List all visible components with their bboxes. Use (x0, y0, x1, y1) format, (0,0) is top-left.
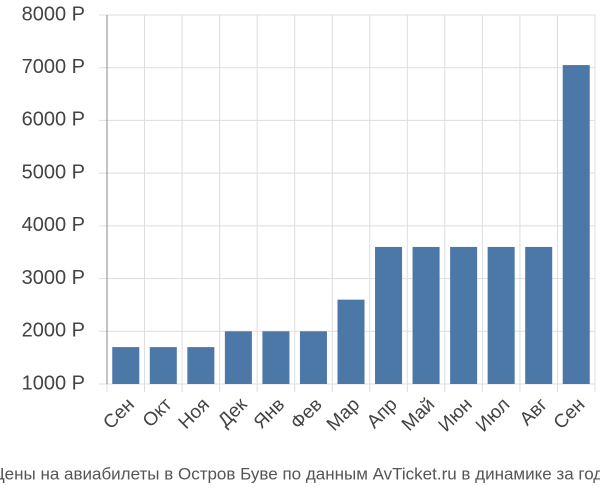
x-tick-label: Июл (472, 394, 514, 436)
x-tick-label: Дек (214, 394, 252, 432)
x-tick-label: Авг (516, 394, 552, 430)
x-tick-label: Сен (550, 394, 589, 433)
y-tick-label: 7000 Р (22, 56, 85, 78)
bar (299, 331, 327, 384)
y-tick-label: 6000 Р (22, 109, 85, 131)
x-tick-label: Апр (363, 394, 402, 433)
y-tick-label: 4000 Р (22, 214, 85, 236)
bar (262, 331, 290, 384)
x-tick-label: Янв (250, 394, 289, 433)
y-tick-label: 5000 Р (22, 161, 85, 183)
bar (525, 246, 553, 384)
bar (224, 331, 252, 384)
y-tick-label: 2000 Р (22, 320, 85, 342)
bar (375, 246, 403, 384)
chart-caption: Цены на авиабилеты в Остров Буве по данн… (0, 464, 600, 483)
bar (187, 347, 215, 384)
bar (450, 246, 478, 384)
y-tick-label: 8000 Р (22, 3, 85, 25)
x-tick-label: Май (398, 394, 439, 435)
bar (487, 246, 515, 384)
x-tick-label: Сен (99, 394, 138, 433)
y-tick-label: 3000 Р (22, 267, 85, 289)
bar (337, 299, 365, 384)
x-tick-label: Фев (287, 394, 327, 434)
x-tick-label: Июн (435, 394, 477, 436)
x-tick-label: Окт (139, 394, 177, 432)
x-tick-label: Мар (323, 394, 364, 435)
y-tick-label: 1000 Р (22, 372, 85, 394)
bar (412, 246, 440, 384)
x-tick-label: Ноя (175, 394, 214, 433)
bar (149, 347, 177, 384)
bar (112, 347, 140, 384)
bar (562, 65, 590, 384)
